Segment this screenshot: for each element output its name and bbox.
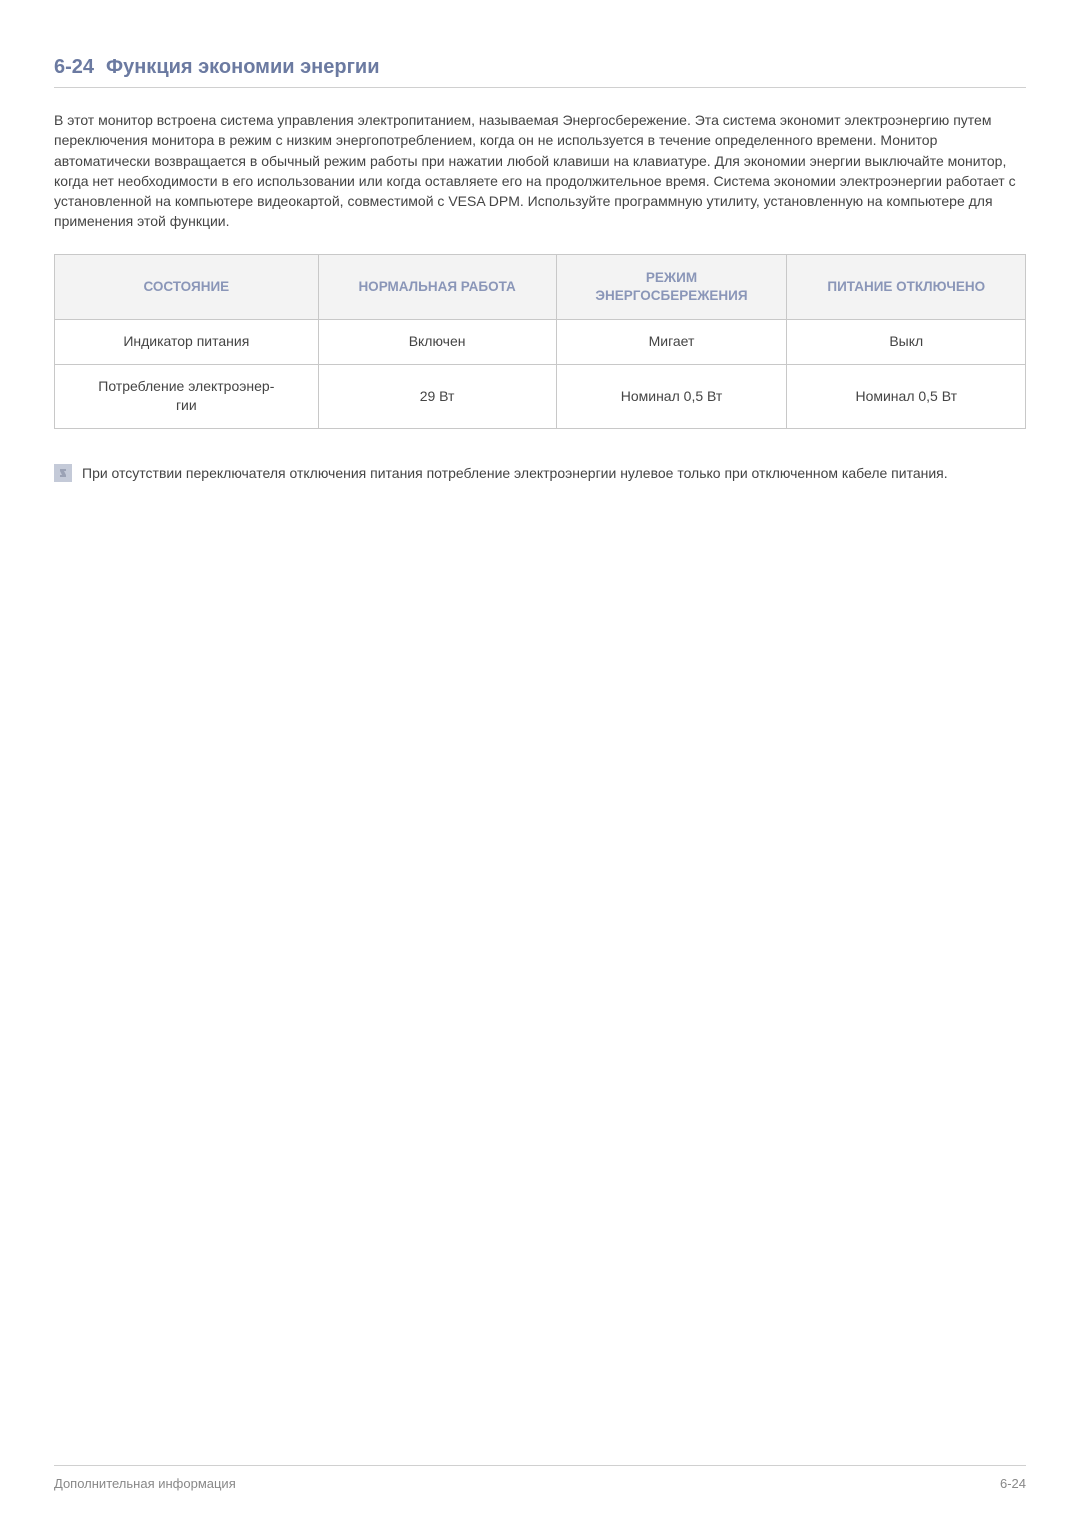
table-header: ПИТАНИЕ ОТКЛЮЧЕНО [787,254,1026,319]
table-cell: Выкл [787,320,1026,365]
table-cell: 29 Вт [318,364,556,428]
section-number: 6-24 [54,56,94,78]
section-heading: 6-24 Функция экономии энергии [54,56,1026,88]
table-cell: Мигает [556,320,787,365]
table-header: НОРМАЛЬНАЯ РАБОТА [318,254,556,319]
note-block: При отсутствии переключателя отключения … [54,463,1026,483]
section-title-text: Функция экономии энергии [106,56,379,78]
table-cell: Потребление электроэнер-гии [55,364,319,428]
table-row: Индикатор питания Включен Мигает Выкл [55,320,1026,365]
table-header-row: СОСТОЯНИЕ НОРМАЛЬНАЯ РАБОТА РЕЖИМЭНЕРГОС… [55,254,1026,319]
footer-left: Дополнительная информация [54,1476,236,1491]
table-cell: Номинал 0,5 Вт [787,364,1026,428]
footer-right: 6-24 [1000,1476,1026,1491]
table-cell: Номинал 0,5 Вт [556,364,787,428]
power-table: СОСТОЯНИЕ НОРМАЛЬНАЯ РАБОТА РЕЖИМЭНЕРГОС… [54,254,1026,429]
footer-right-prefix: 6- [1000,1476,1012,1491]
table-cell: Индикатор питания [55,320,319,365]
table-row: Потребление электроэнер-гии 29 Вт Номина… [55,364,1026,428]
intro-paragraph: В этот монитор встроена система управлен… [54,110,1026,232]
table-header-text: РЕЖИМЭНЕРГОСБЕРЕЖЕНИЯ [595,270,747,303]
note-icon [54,464,72,482]
page-content: 6-24 Функция экономии энергии В этот мони… [0,0,1080,483]
table-header: РЕЖИМЭНЕРГОСБЕРЕЖЕНИЯ [556,254,787,319]
table-header: СОСТОЯНИЕ [55,254,319,319]
table-cell: Включен [318,320,556,365]
note-text: При отсутствии переключателя отключения … [82,463,948,483]
footer-right-num: 24 [1012,1476,1026,1491]
page-footer: Дополнительная информация 6-24 [54,1465,1026,1491]
cell-text: Потребление электроэнер-гии [98,378,274,414]
